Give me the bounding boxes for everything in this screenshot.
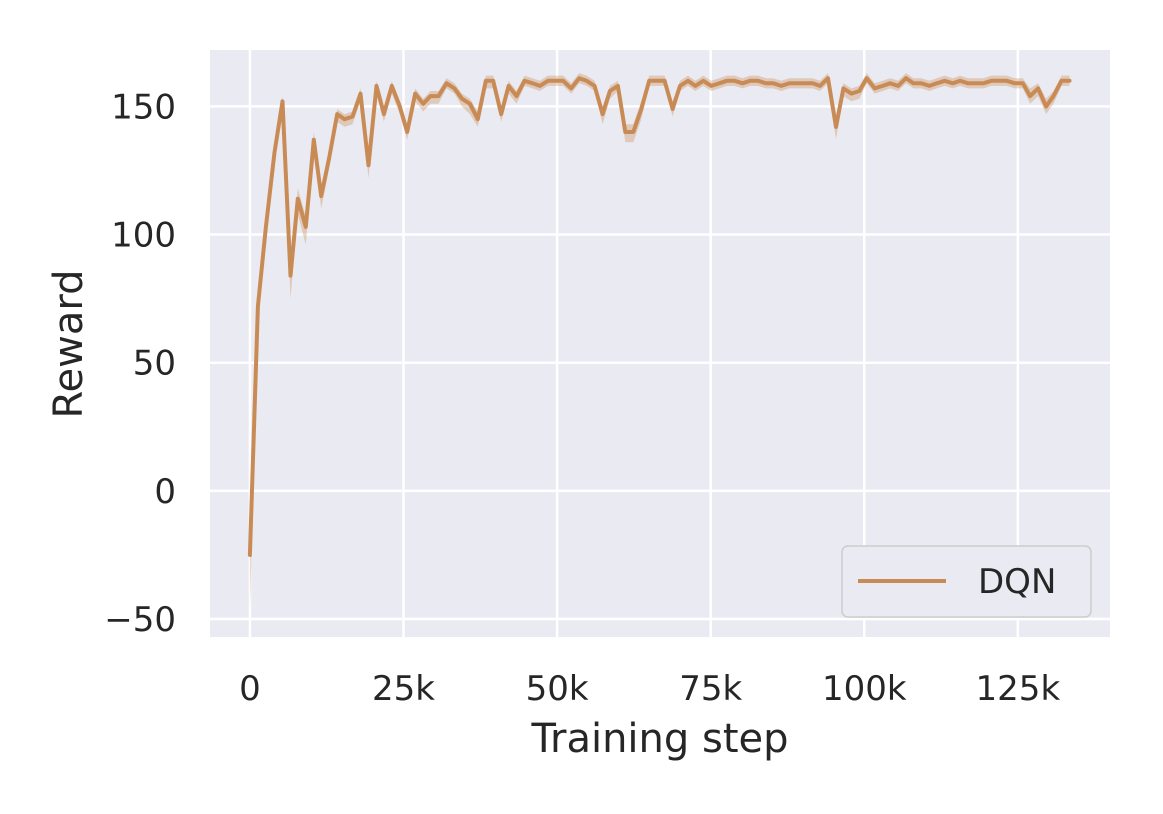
x-tick-label-3: 75k (679, 669, 742, 709)
x-tick-labels: 0 25k 50k 75k 100k 125k (239, 669, 1060, 709)
x-tick-label-4: 100k (822, 669, 907, 709)
x-tick-label-0: 0 (239, 669, 261, 709)
legend-label: DQN (978, 562, 1056, 602)
x-tick-label-5: 125k (976, 669, 1061, 709)
series-line-0 (247, 76, 1072, 557)
grid (210, 50, 1110, 637)
y-tick-label-1: 0 (154, 472, 176, 512)
y-tick-label-0: −50 (104, 600, 176, 640)
y-tick-label-4: 150 (111, 87, 176, 127)
x-axis-label: Training step (530, 716, 788, 762)
y-tick-label-3: 100 (111, 216, 176, 256)
legend-box (841, 545, 1092, 618)
x-tick-label-1: 25k (372, 669, 435, 709)
series-lines (247, 76, 1072, 557)
legend: DQN (841, 545, 1092, 618)
y-axis-label: Reward (46, 270, 92, 419)
y-tick-label-2: 50 (133, 344, 176, 384)
y-tick-labels: −50 0 50 100 150 (104, 87, 176, 640)
x-tick-label-2: 50k (526, 669, 589, 709)
plot-background (210, 50, 1110, 637)
